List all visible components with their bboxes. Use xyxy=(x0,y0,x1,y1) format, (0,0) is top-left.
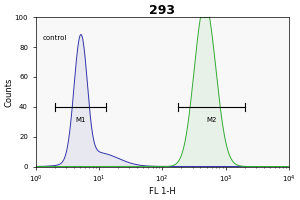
Text: M1: M1 xyxy=(75,117,86,123)
Text: M2: M2 xyxy=(206,117,217,123)
Y-axis label: Counts: Counts xyxy=(4,77,13,107)
X-axis label: FL 1-H: FL 1-H xyxy=(149,187,176,196)
Title: 293: 293 xyxy=(149,4,175,17)
Text: control: control xyxy=(43,35,67,41)
